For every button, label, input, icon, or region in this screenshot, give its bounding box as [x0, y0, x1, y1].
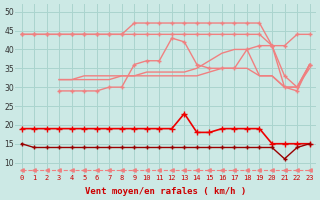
- X-axis label: Vent moyen/en rafales ( km/h ): Vent moyen/en rafales ( km/h ): [85, 187, 246, 196]
